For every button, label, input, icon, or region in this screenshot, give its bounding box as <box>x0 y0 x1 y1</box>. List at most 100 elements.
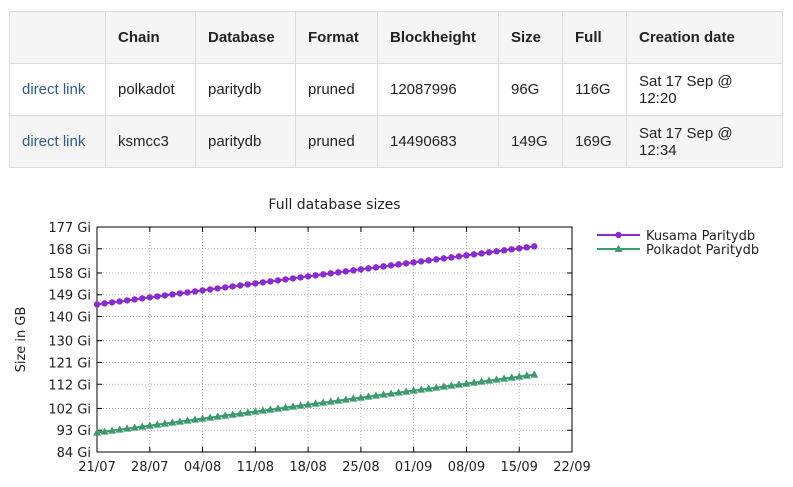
data-point <box>522 371 531 379</box>
data-point <box>281 403 290 411</box>
y-tick-label: 149 Gi <box>48 289 91 304</box>
data-point <box>364 392 373 400</box>
data-point <box>259 279 267 286</box>
direct-link[interactable]: direct link <box>22 81 86 98</box>
data-point <box>523 244 530 251</box>
snapshot-table-container: Chain Database Format Blockheight Size F… <box>9 11 783 168</box>
data-point <box>138 422 147 430</box>
x-tick-label: 15/09 <box>500 460 537 475</box>
y-tick-label: 168 Gi <box>48 243 91 258</box>
series-layer <box>93 243 539 436</box>
chain-cell: ksmcc3 <box>105 115 196 168</box>
series-polkadot <box>93 370 539 436</box>
data-point <box>304 400 313 408</box>
data-point <box>297 274 304 281</box>
data-point <box>341 395 350 403</box>
plot-frame <box>96 226 573 453</box>
table-header-row: Chain Database Format Blockheight Size F… <box>9 11 783 64</box>
table-row: direct link ksmcc3 paritydb pruned 14490… <box>9 115 783 168</box>
data-point <box>296 401 305 409</box>
data-point <box>214 285 221 292</box>
data-point <box>365 265 372 272</box>
link-cell: direct link <box>9 63 106 116</box>
data-point <box>425 257 432 264</box>
data-point <box>485 249 493 256</box>
data-point <box>289 275 297 282</box>
data-point <box>176 290 184 297</box>
data-point <box>492 375 501 383</box>
size-cell: 96G <box>498 63 563 116</box>
data-point <box>448 254 455 261</box>
data-point <box>131 296 138 303</box>
legend-label: Kusama Paritydb <box>646 229 755 244</box>
data-point <box>206 413 215 421</box>
data-point <box>394 388 403 396</box>
data-point <box>146 294 153 301</box>
data-point <box>447 381 456 389</box>
data-point <box>101 300 108 307</box>
database-size-chart: 84 Gi 93 Gi 102 Gi 112 Gi 121 Gi 130 Gi 140 Gi… <box>14 197 759 475</box>
data-point <box>312 272 319 279</box>
x-tick-label: 11/08 <box>237 460 274 475</box>
data-point <box>221 284 229 291</box>
data-point <box>153 420 162 428</box>
data-point <box>395 261 402 268</box>
data-point <box>470 251 478 258</box>
series-kusama <box>93 243 538 308</box>
data-point <box>530 370 539 378</box>
data-point <box>221 411 230 419</box>
legend-label: Polkadot Paritydb <box>646 243 759 258</box>
data-point <box>516 245 523 252</box>
data-point <box>380 263 387 270</box>
x-tick-label: 25/08 <box>342 460 379 475</box>
direct-link[interactable]: direct link <box>22 133 86 150</box>
chain-cell: polkadot <box>105 63 196 116</box>
data-point <box>402 260 410 267</box>
data-point <box>440 255 448 262</box>
data-point <box>410 259 417 266</box>
data-point <box>531 243 538 250</box>
x-tick-label: 28/07 <box>131 460 168 475</box>
header-database: Database <box>195 11 296 64</box>
data-point <box>350 267 357 274</box>
database-cell: paritydb <box>195 115 296 168</box>
data-point <box>116 298 123 305</box>
x-tick-label: 22/09 <box>553 460 590 475</box>
data-point <box>304 273 312 280</box>
data-point <box>485 376 494 384</box>
y-tick-label: 177 Gi <box>48 221 91 236</box>
data-point <box>184 289 191 296</box>
data-point <box>500 374 509 382</box>
data-point <box>206 286 214 293</box>
data-point <box>289 402 298 410</box>
data-point <box>418 258 425 265</box>
data-point <box>319 398 328 406</box>
x-tick-label: 18/08 <box>289 460 326 475</box>
data-point <box>243 408 252 416</box>
size-cell: 149G <box>498 115 563 168</box>
data-point <box>108 426 117 434</box>
full-cell: 116G <box>562 63 627 116</box>
y-tick-label: 121 Gi <box>48 356 91 371</box>
data-point <box>161 292 169 299</box>
data-point <box>500 247 508 254</box>
data-point <box>493 248 500 255</box>
data-point <box>432 383 441 391</box>
data-point <box>145 421 154 429</box>
data-point <box>228 410 237 418</box>
data-point <box>244 281 251 288</box>
data-point <box>379 390 388 398</box>
data-point <box>93 301 101 308</box>
data-point <box>357 266 365 273</box>
data-point <box>319 271 327 278</box>
data-point <box>213 412 222 420</box>
data-point <box>252 280 259 287</box>
x-tick-label: 21/07 <box>78 460 115 475</box>
data-point <box>463 252 470 259</box>
data-point <box>266 405 275 413</box>
data-point <box>123 424 132 432</box>
data-point <box>334 396 343 404</box>
data-point <box>477 377 486 385</box>
table-row: direct link polkadot paritydb pruned 120… <box>9 63 783 116</box>
header-link <box>9 11 106 64</box>
